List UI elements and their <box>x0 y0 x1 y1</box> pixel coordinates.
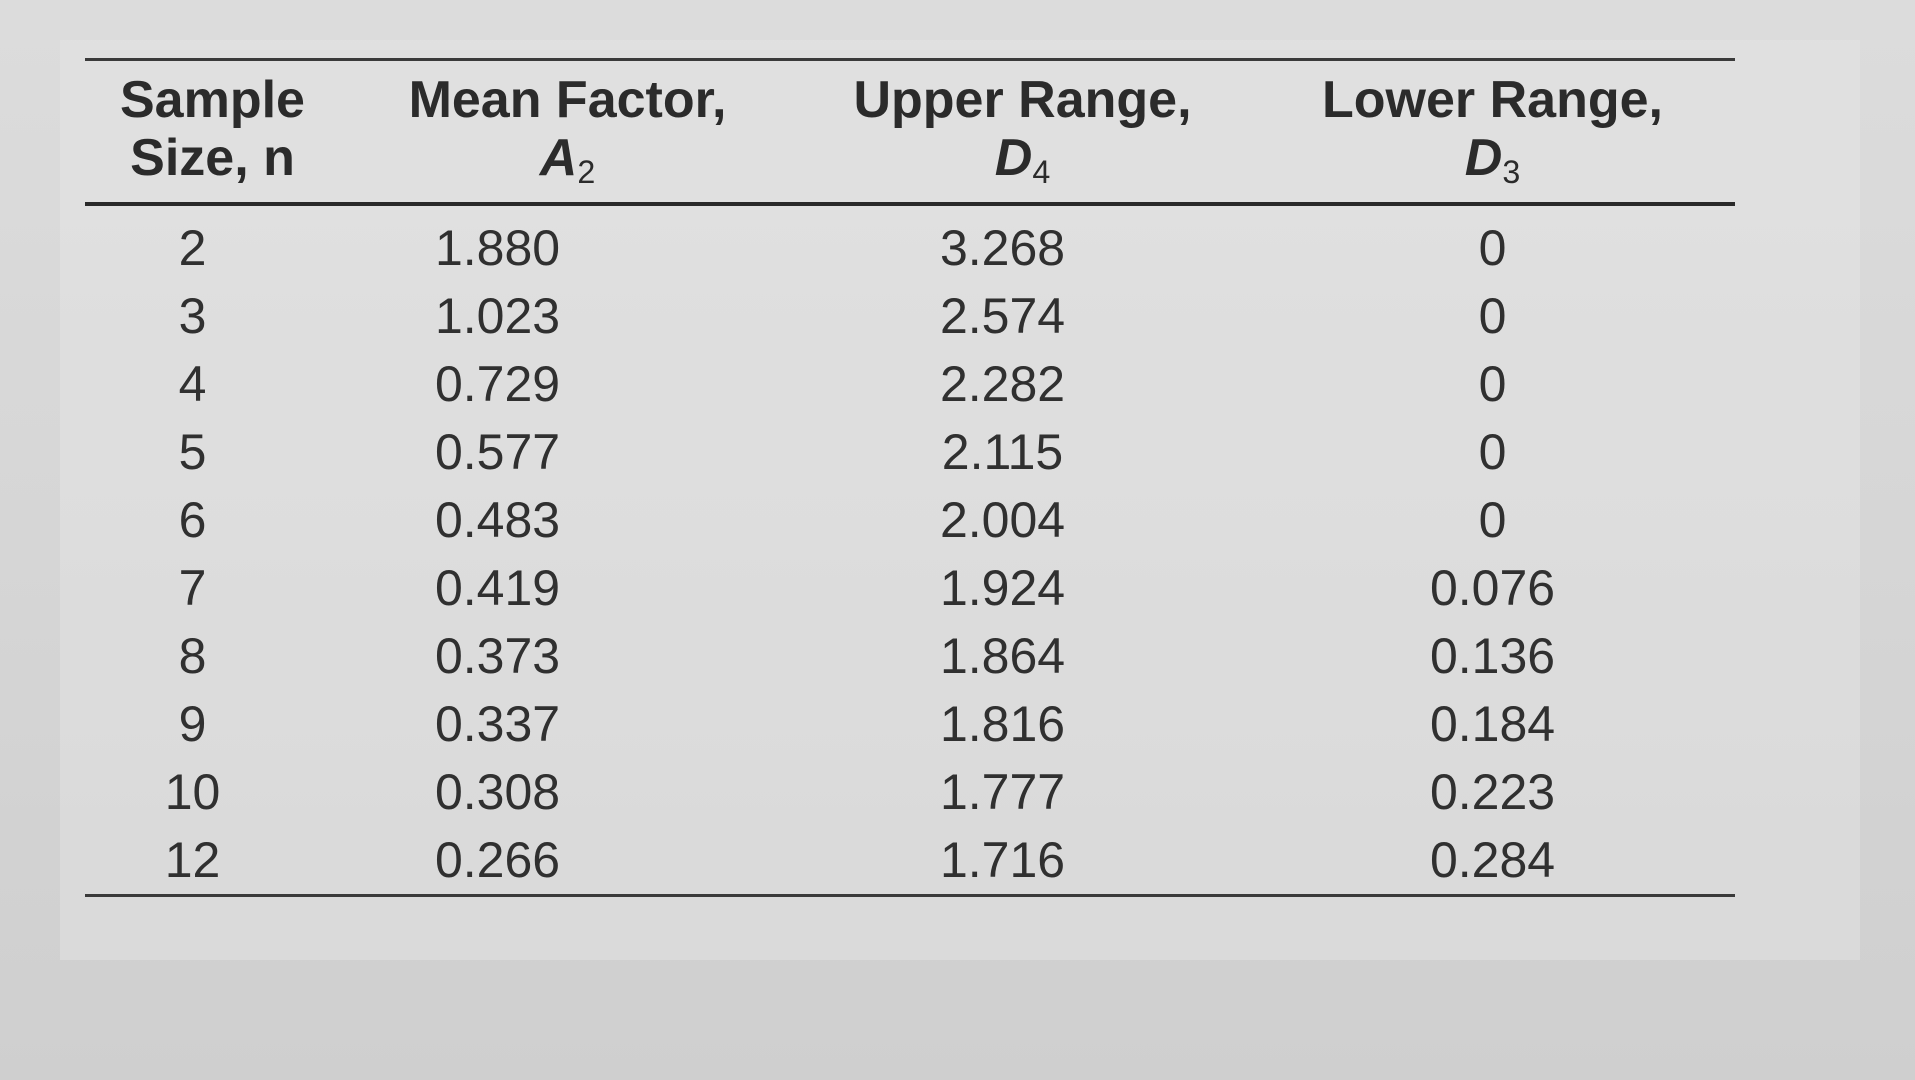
header-sample-size: Sample Size, n <box>85 60 340 205</box>
symbol-subscript: 3 <box>1502 154 1521 191</box>
cell-upper-range: 1.716 <box>795 826 1250 898</box>
cell-upper-range: 2.004 <box>939 492 1066 549</box>
cell-upper-range: 2.282 <box>939 356 1066 413</box>
header-upper-range-symbol: D4 <box>795 129 1250 190</box>
cell-lower-range: 0 <box>1478 220 1507 277</box>
symbol-letter: D <box>1464 129 1503 188</box>
header-lower-range: Lower Range, D3 <box>1250 60 1735 205</box>
cell-lower-range: 0 <box>1478 288 1507 345</box>
table-row: 6 0.483 2.004 0 <box>85 486 1735 554</box>
control-chart-factors-table: Sample Size, n Mean Factor, A2 Upper Ran… <box>85 58 1735 898</box>
cell-sample-size: 12 <box>85 826 340 898</box>
cell-lower-range: 0 <box>1478 424 1507 481</box>
symbol-subscript: 4 <box>1032 154 1051 191</box>
table-row: 12 0.266 1.716 0.284 <box>85 826 1735 898</box>
cell-sample-size: 10 <box>164 764 221 821</box>
cell-sample-size: 9 <box>178 696 207 753</box>
cell-upper-range: 1.924 <box>939 560 1066 617</box>
paper-sheet <box>60 40 1860 960</box>
header-lower-range-line1: Lower Range, <box>1322 71 1663 129</box>
cell-sample-size: 2 <box>178 220 207 277</box>
cell-sample-size: 6 <box>178 492 207 549</box>
header-lower-range-symbol: D3 <box>1250 129 1735 190</box>
cell-mean-factor: 0.483 <box>434 492 561 549</box>
header-upper-range-line1: Upper Range, <box>853 71 1192 129</box>
cell-sample-size: 7 <box>178 560 207 617</box>
cell-sample-size: 8 <box>178 628 207 685</box>
cell-sample-size: 3 <box>178 288 207 345</box>
header-mean-factor-symbol: A2 <box>340 129 795 190</box>
cell-mean-factor: 0.729 <box>434 356 561 413</box>
header-mean-factor-line1: Mean Factor, <box>408 71 727 129</box>
cell-mean-factor: 0.419 <box>434 560 561 617</box>
cell-mean-factor: 0.577 <box>434 424 561 481</box>
table-row: 7 0.419 1.924 0.076 <box>85 554 1735 622</box>
cell-mean-factor: 0.266 <box>340 826 795 898</box>
cell-upper-range: 1.864 <box>939 628 1066 685</box>
header-sample-size-line2: Size, n <box>130 129 295 188</box>
cell-upper-range: 3.268 <box>939 220 1066 277</box>
table-body: 2 1.880 3.268 0 3 1.023 2.574 0 4 0.729 … <box>85 204 1735 898</box>
cell-sample-size: 4 <box>178 356 207 413</box>
table-row: 5 0.577 2.115 0 <box>85 418 1735 486</box>
header-sample-size-line1: Sample <box>120 71 305 129</box>
table-row: 3 1.023 2.574 0 <box>85 282 1735 350</box>
cell-sample-size: 5 <box>178 424 207 481</box>
cell-lower-range: 0.076 <box>1429 560 1556 617</box>
cell-lower-range: 0.223 <box>1429 764 1556 821</box>
symbol-letter: D <box>994 129 1033 188</box>
cell-upper-range: 2.574 <box>939 288 1066 345</box>
cell-lower-range: 0 <box>1478 356 1507 413</box>
header-upper-range: Upper Range, D4 <box>795 60 1250 205</box>
cell-mean-factor: 0.373 <box>434 628 561 685</box>
table-row: 10 0.308 1.777 0.223 <box>85 758 1735 826</box>
cell-mean-factor: 0.337 <box>434 696 561 753</box>
cell-upper-range: 1.816 <box>939 696 1066 753</box>
cell-mean-factor: 0.308 <box>434 764 561 821</box>
table-row: 8 0.373 1.864 0.136 <box>85 622 1735 690</box>
cell-lower-range: 0 <box>1478 492 1507 549</box>
symbol-letter: A <box>539 129 578 188</box>
cell-lower-range: 0.284 <box>1250 826 1735 898</box>
cell-upper-range: 1.777 <box>939 764 1066 821</box>
header-mean-factor: Mean Factor, A2 <box>340 60 795 205</box>
table-row: 4 0.729 2.282 0 <box>85 350 1735 418</box>
cell-lower-range: 0.184 <box>1429 696 1556 753</box>
cell-lower-range: 0.136 <box>1429 628 1556 685</box>
symbol-subscript: 2 <box>577 154 596 191</box>
cell-mean-factor: 1.880 <box>434 220 561 277</box>
cell-mean-factor: 1.023 <box>434 288 561 345</box>
cell-upper-range: 2.115 <box>941 424 1064 481</box>
table-row: 9 0.337 1.816 0.184 <box>85 690 1735 758</box>
table-row: 2 1.880 3.268 0 <box>85 204 1735 282</box>
header-row: Sample Size, n Mean Factor, A2 Upper Ran… <box>85 59 1735 205</box>
control-chart-factors-table-wrap: Sample Size, n Mean Factor, A2 Upper Ran… <box>85 58 1735 898</box>
